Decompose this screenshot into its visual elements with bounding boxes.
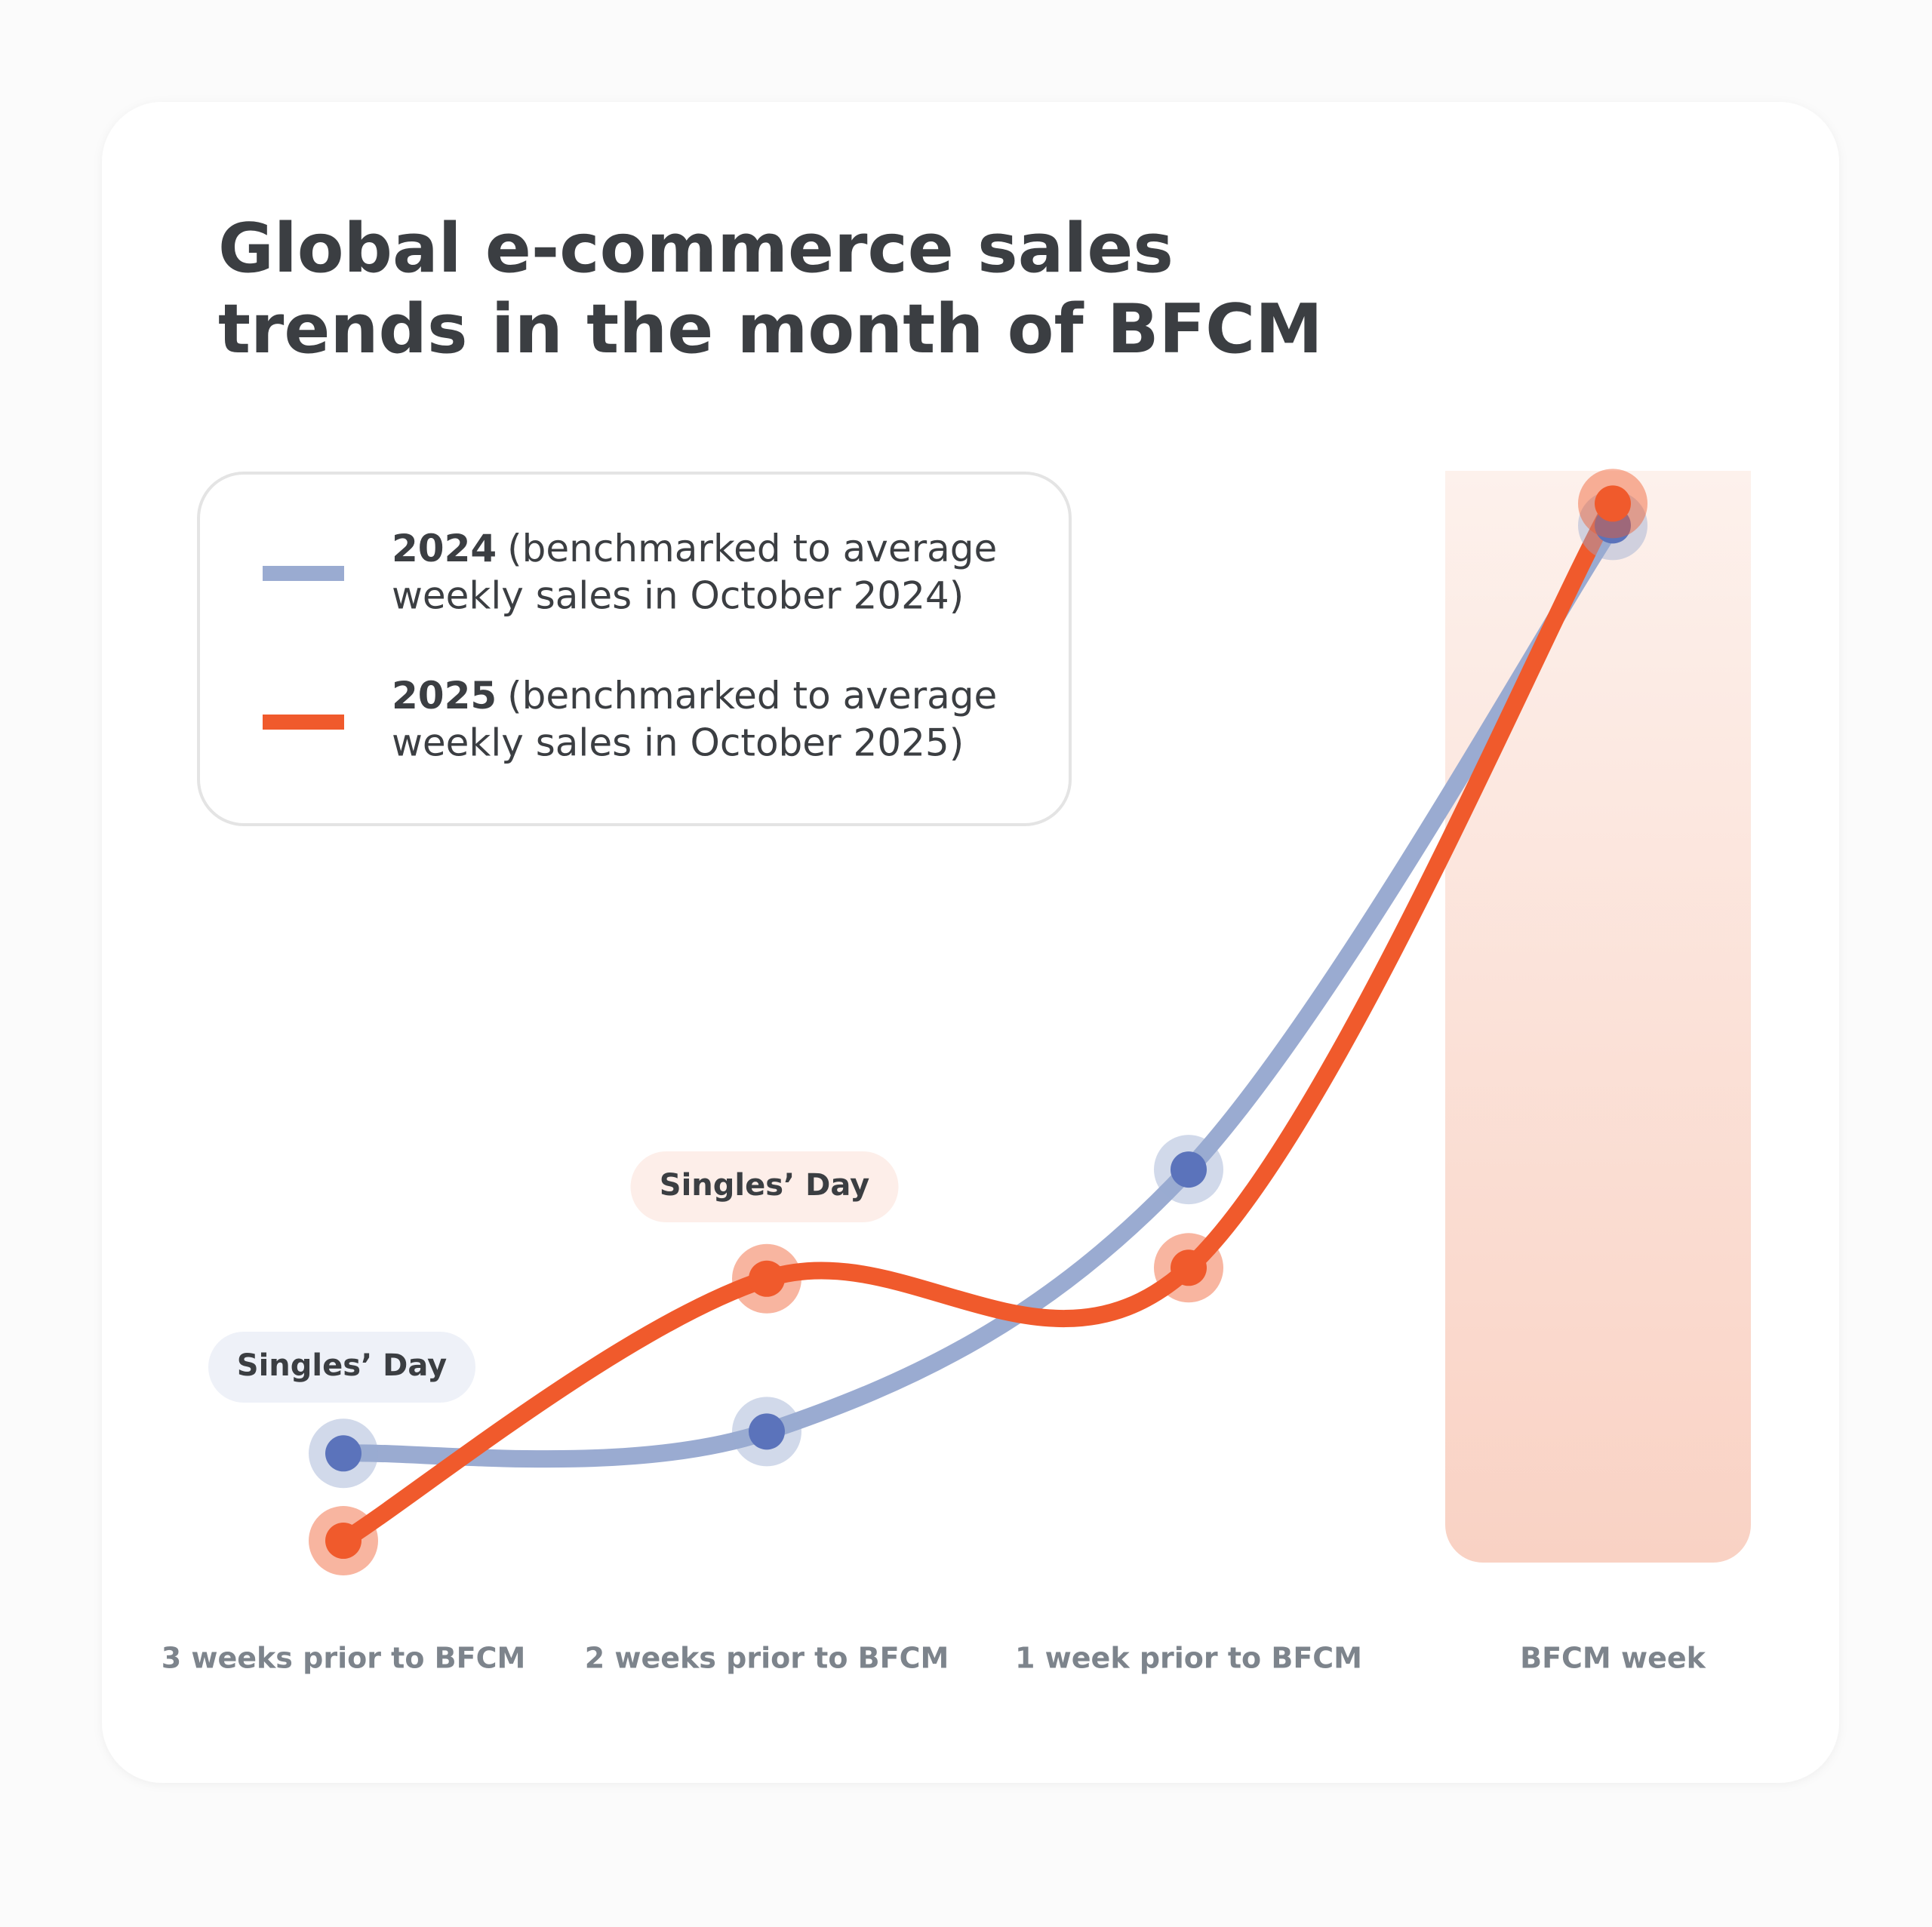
- annotation-pill: [630, 1151, 899, 1222]
- point: [325, 1435, 361, 1472]
- legend-description: weekly sales in October 2024): [392, 574, 964, 618]
- x-tick-label: 3 weeks prior to BFCM: [162, 1642, 526, 1675]
- legend-description: weekly sales in October 2025): [392, 721, 964, 765]
- legend-label: 2025 (benchmarked to average: [392, 674, 997, 718]
- annotation: Singles’ Day: [237, 1348, 447, 1383]
- chart-title: trends in the month of BFCM: [218, 290, 1323, 369]
- point: [325, 1523, 361, 1560]
- legend-description: (benchmarked to average: [507, 527, 997, 570]
- point: [1595, 485, 1631, 522]
- highlight-band: [1445, 471, 1751, 1563]
- point: [749, 1260, 785, 1297]
- legend-description: (benchmarked to average: [507, 674, 997, 718]
- annotation: Singles’ Day: [660, 1168, 869, 1203]
- legend-label: 2024 (benchmarked to average: [392, 527, 997, 570]
- legend-name: 2024: [392, 527, 497, 570]
- legend-name: 2025: [392, 674, 497, 718]
- point: [749, 1413, 785, 1450]
- series-line: [334, 516, 1622, 1468]
- point: [1171, 1151, 1207, 1188]
- x-tick-label: 2 weeks prior to BFCM: [585, 1642, 949, 1675]
- x-tick-label: 1 week prior to BFCM: [1015, 1642, 1362, 1675]
- x-tick-label: BFCM week: [1520, 1642, 1706, 1675]
- point: [1171, 1249, 1207, 1286]
- annotation-pill: [208, 1332, 475, 1403]
- series-line: [334, 494, 1622, 1550]
- legend: [197, 472, 1072, 826]
- chart-title: Global e-commerce sales: [218, 209, 1174, 288]
